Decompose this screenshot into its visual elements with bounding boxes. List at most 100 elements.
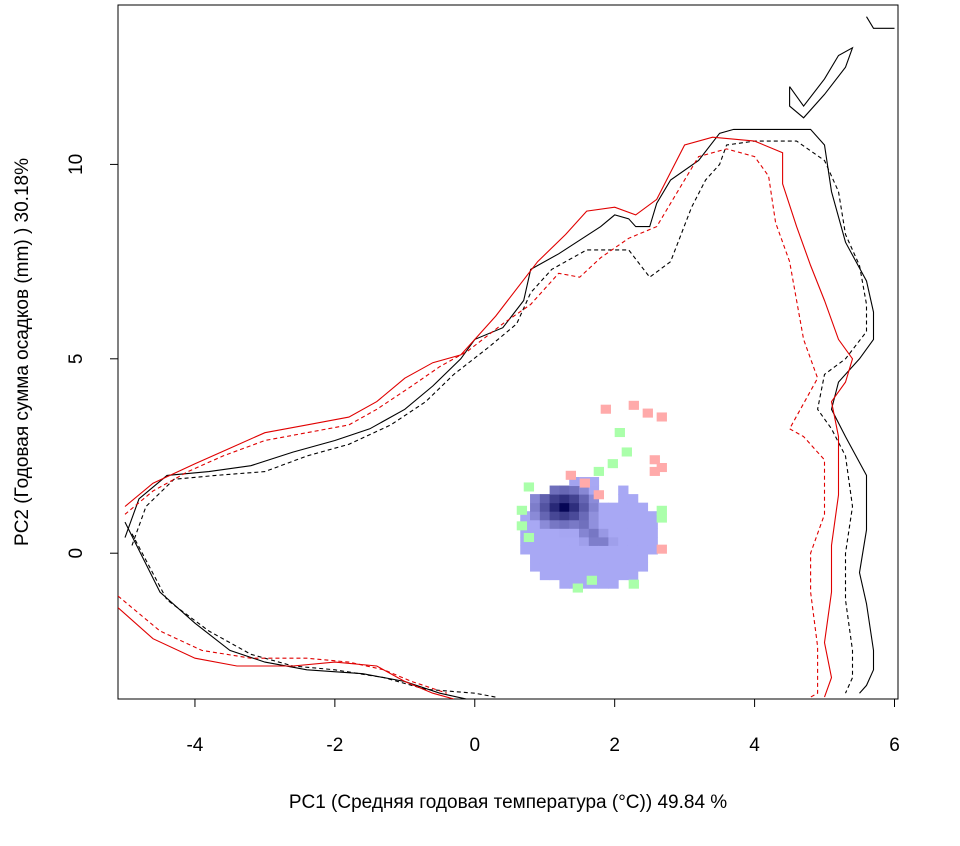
density-cell — [559, 502, 570, 512]
density-cell — [608, 562, 619, 572]
density-cell — [608, 536, 619, 546]
density-cell — [539, 571, 551, 581]
density-cell — [588, 528, 600, 538]
pink-cell — [656, 544, 667, 554]
density-cell — [569, 545, 580, 555]
density-cell — [559, 528, 570, 538]
density-cell — [530, 536, 541, 546]
density-cell — [539, 545, 551, 555]
x-tick-label: -2 — [326, 735, 343, 756]
contour-black-solid-8 — [789, 46, 854, 119]
density-cell — [627, 545, 639, 555]
pink-cell — [628, 400, 639, 410]
density-cell — [579, 571, 590, 581]
green-cell — [614, 428, 625, 438]
density-cell — [549, 553, 560, 564]
density-cell — [647, 519, 658, 529]
contour-black-dashed-5 — [131, 533, 496, 698]
density-cell — [637, 511, 649, 521]
density-cell — [549, 519, 560, 529]
density-cell — [647, 536, 658, 546]
density-cell — [608, 528, 619, 538]
density-cell — [637, 562, 649, 572]
green-cell — [516, 505, 528, 515]
contour-red-solid-2 — [124, 136, 854, 698]
contour-black-dashed-1 — [131, 140, 868, 694]
density-cell — [618, 553, 629, 564]
density-cell — [598, 502, 609, 512]
density-cell — [588, 553, 600, 564]
density-cell — [549, 536, 560, 546]
density-cell — [539, 511, 551, 521]
density-cell — [608, 502, 619, 512]
density-cell — [608, 571, 619, 581]
density-cell — [520, 511, 531, 521]
density-cell — [588, 571, 600, 581]
density-cell — [549, 571, 560, 581]
density-cell — [627, 528, 639, 538]
density-cell — [618, 562, 629, 572]
green-cell — [523, 532, 535, 543]
density-cell — [588, 476, 600, 487]
x-axis-title: PC1 (Средняя годовая температура (°C)) 4… — [289, 792, 727, 813]
density-cell — [539, 519, 551, 529]
density-cell — [598, 579, 609, 589]
density-cell — [549, 511, 560, 521]
density-cell — [549, 562, 560, 572]
x-tick-label: 4 — [749, 735, 760, 756]
density-cell — [627, 519, 639, 529]
x-tick-label: 0 — [469, 735, 480, 756]
density-cell — [588, 536, 600, 546]
density-cell — [618, 511, 629, 521]
y-tick-label: 0 — [66, 548, 87, 559]
density-cell — [539, 502, 551, 512]
green-cell — [607, 459, 618, 469]
density-cell — [588, 562, 600, 572]
density-cell — [569, 562, 580, 572]
density-cell — [549, 485, 560, 495]
density-cell — [530, 519, 541, 529]
density-cell — [588, 485, 600, 495]
axes-layer: -4 -2 0 2 4 6 0 5 10 — [66, 154, 900, 756]
density-cell — [539, 562, 551, 572]
y-axis-title: PC2 (Годовая сумма осадков (mm) ) 30.18% — [12, 158, 33, 546]
density-cell — [647, 511, 658, 521]
density-cell — [579, 553, 590, 564]
pink-cell — [579, 478, 590, 488]
density-cell — [608, 519, 619, 529]
density-cell — [579, 494, 590, 504]
density-cell — [530, 545, 541, 555]
contour-red-dashed-7 — [118, 595, 447, 694]
density-cell — [618, 528, 629, 538]
density-cell — [569, 536, 580, 546]
density-cell — [588, 511, 600, 521]
density-cell — [588, 502, 600, 512]
density-cell — [627, 553, 639, 564]
density-cell — [530, 511, 541, 521]
density-cell — [559, 579, 570, 589]
density-cell — [559, 519, 570, 529]
density-cell — [627, 502, 639, 512]
density-cell — [569, 528, 580, 538]
density-cell — [569, 494, 580, 504]
contour-black-solid-4 — [124, 521, 469, 699]
density-cell — [569, 519, 580, 529]
density-cell — [569, 476, 580, 487]
density-cell — [588, 545, 600, 555]
green-cell — [621, 447, 632, 457]
density-cell — [579, 502, 590, 512]
density-cell — [579, 519, 590, 529]
pink-cell — [649, 455, 660, 465]
density-cell — [549, 494, 560, 504]
density-cell — [549, 545, 560, 555]
density-cell — [618, 485, 629, 495]
x-tick-label: -4 — [186, 735, 203, 756]
density-cell — [598, 511, 609, 521]
density-cell — [539, 553, 551, 564]
green-cell — [656, 513, 667, 523]
density-cell — [627, 571, 639, 581]
y-tick-label: 5 — [66, 354, 87, 365]
density-cell — [530, 528, 541, 538]
pink-cell — [642, 408, 653, 418]
